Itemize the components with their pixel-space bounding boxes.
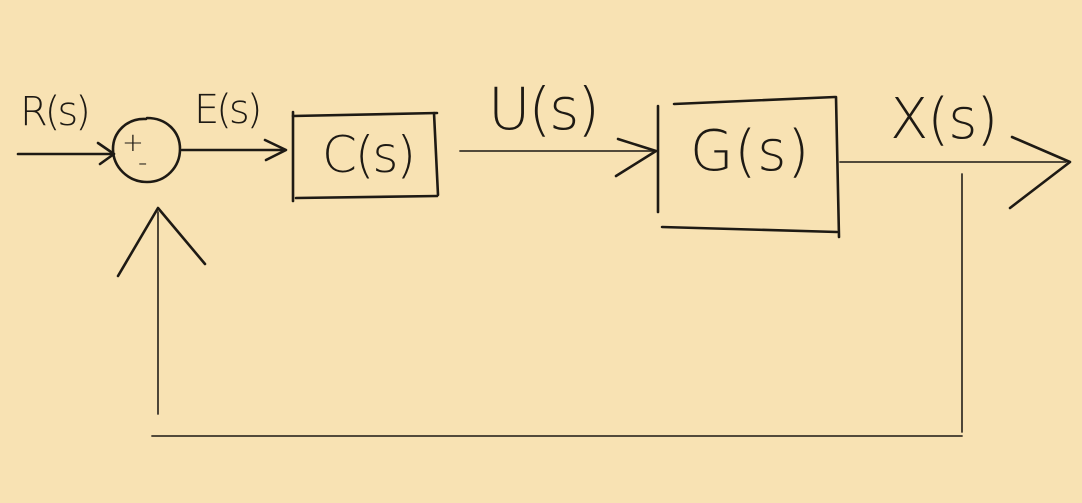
controller-block: [291, 110, 440, 203]
summing-plus-sign: +: [122, 128, 144, 158]
error-signal-arrow: [180, 138, 288, 162]
control-signal-label: U(s): [488, 75, 600, 143]
error-signal-label: E(s): [194, 87, 262, 133]
summing-junction: [111, 116, 182, 184]
reference-input-arrow: [16, 141, 116, 166]
reference-signal-label: R(s): [20, 89, 91, 135]
controller-block-label: C(s): [322, 126, 416, 184]
summing-minus-sign: -: [138, 148, 148, 178]
output-arrow: [839, 135, 1072, 210]
feedback-path: [116, 173, 963, 437]
plant-block: [656, 95, 841, 239]
output-signal-label: X(s): [890, 87, 998, 152]
plant-block-label: G(s): [690, 119, 811, 184]
control-signal-arrow: [459, 137, 658, 178]
